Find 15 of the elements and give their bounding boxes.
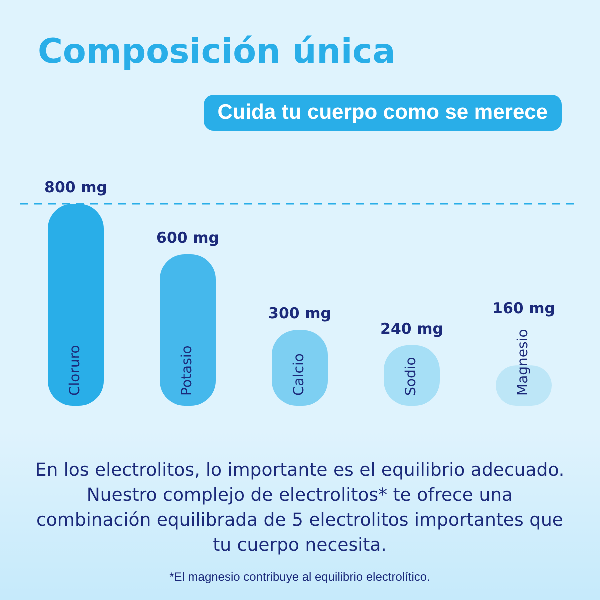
bar [160, 254, 216, 406]
x-tick-label: Calcio [292, 354, 308, 396]
chart-subtitle: Cuida tu cuerpo como se merece [204, 95, 562, 131]
data-label: 240 mg [380, 320, 444, 338]
data-label: 600 mg [156, 228, 220, 247]
data-label: 800 mg [44, 178, 108, 196]
x-tick-label: Magnesio [516, 329, 532, 396]
x-tick-label: Sodio [404, 357, 420, 396]
text: *El magnesio contribuye al equilibrio electrolítico. [168, 570, 432, 584]
data-label: 300 mg [268, 304, 332, 323]
x-tick-label: Cloruro [68, 345, 84, 396]
text: En los electrolitos, lo importante es el equilibrio adecuado. Nuestro complejo de electrolitos* te ofrece una combinación equilibrada de 5 electrolitos importantes que tu cuerpo necesita. [34, 459, 566, 558]
x-tick-label: Potasio [180, 346, 196, 396]
chart-title: Composición única [38, 32, 396, 72]
data-label: 160 mg [492, 300, 556, 318]
